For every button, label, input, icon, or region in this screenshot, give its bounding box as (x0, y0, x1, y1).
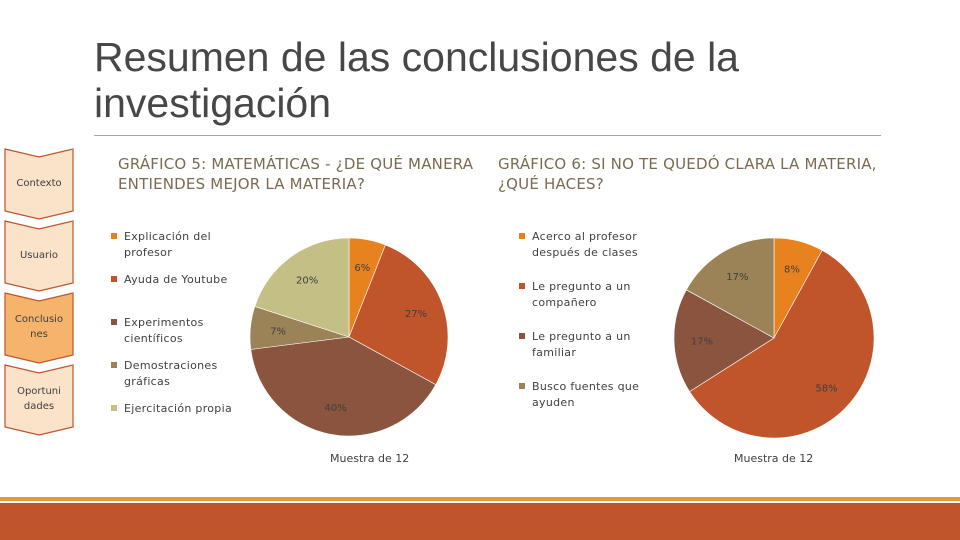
chevron-shape-icon (4, 220, 74, 292)
chart-5-sample-note: Muestra de 12 (330, 452, 410, 465)
legend-swatch (111, 362, 117, 368)
legend-swatch (519, 283, 525, 289)
legend-label: Le pregunto a un familiar (532, 330, 631, 359)
pie-slice (348, 244, 449, 386)
slice-label: 6% (354, 263, 370, 274)
footer-accent-line (0, 497, 960, 501)
legend-swatch (519, 233, 525, 239)
legend-label: Le pregunto a un compañero (532, 280, 631, 309)
nav-item-usuario[interactable]: Usuario (4, 220, 74, 292)
legend-label: Ayuda de Youtube (124, 273, 228, 286)
nav-label: Contexto (16, 177, 62, 189)
slice-label: 20% (296, 275, 318, 286)
legend-swatch (111, 276, 117, 282)
pie-slice (689, 249, 875, 439)
nav-item-conclusiones[interactable]: Conclusio nes (4, 292, 74, 364)
chart-6-pie: 8% 58% 17% 17% (673, 237, 875, 439)
slice-label: 17% (691, 336, 713, 347)
slice-label: 58% (815, 383, 837, 394)
nav-item-oportunidades[interactable]: Oportuni dades (4, 364, 74, 436)
legend-label: Ejercitación propia (124, 402, 232, 415)
chart-6-heading: GRÁFICO 6: SI NO TE QUEDÓ CLARA LA MATER… (498, 155, 877, 193)
legend-swatch (111, 233, 117, 239)
legend-label: Experimentos científicos (124, 316, 204, 345)
footer-bar (0, 503, 960, 540)
legend-label: Busco fuentes que ayuden (532, 380, 640, 409)
chart-5-heading: GRÁFICO 5: MATEMÁTICAS - ¿DE QUÉ MANERA … (118, 155, 474, 193)
legend-swatch (111, 319, 117, 325)
legend-label: Acerco al profesor después de clases (532, 230, 638, 259)
legend-swatch (111, 405, 117, 411)
legend-swatch (519, 383, 525, 389)
slice-label: 8% (784, 264, 800, 275)
chart-5-pie: 6% 27% 40% 7% 20% (249, 237, 449, 437)
pie-slice (673, 289, 775, 392)
nav-label: Conclusio nes (14, 314, 64, 340)
slice-label: 17% (726, 272, 748, 283)
legend-swatch (519, 333, 525, 339)
pie-slice (685, 237, 775, 339)
legend-label: Demostraciones gráficas (124, 359, 218, 388)
chevron-shape-icon (4, 292, 74, 364)
pie-slice (250, 336, 437, 437)
nav-label: Usuario (19, 249, 58, 261)
chevron-shape-icon (4, 148, 74, 220)
slice-label: 40% (325, 403, 347, 414)
legend-label: Explicación del profesor (124, 230, 211, 259)
chart-6-sample-note: Muestra de 12 (734, 452, 814, 465)
chevron-shape-icon (4, 364, 74, 436)
nav-item-contexto[interactable]: Contexto (4, 148, 74, 220)
pie-slice (254, 237, 350, 338)
page-title: Resumen de las conclusiones de la invest… (94, 34, 739, 126)
slice-label: 7% (270, 326, 286, 337)
slice-label: 27% (405, 309, 427, 320)
nav-label: Oportuni dades (17, 386, 61, 412)
title-divider (94, 135, 881, 136)
